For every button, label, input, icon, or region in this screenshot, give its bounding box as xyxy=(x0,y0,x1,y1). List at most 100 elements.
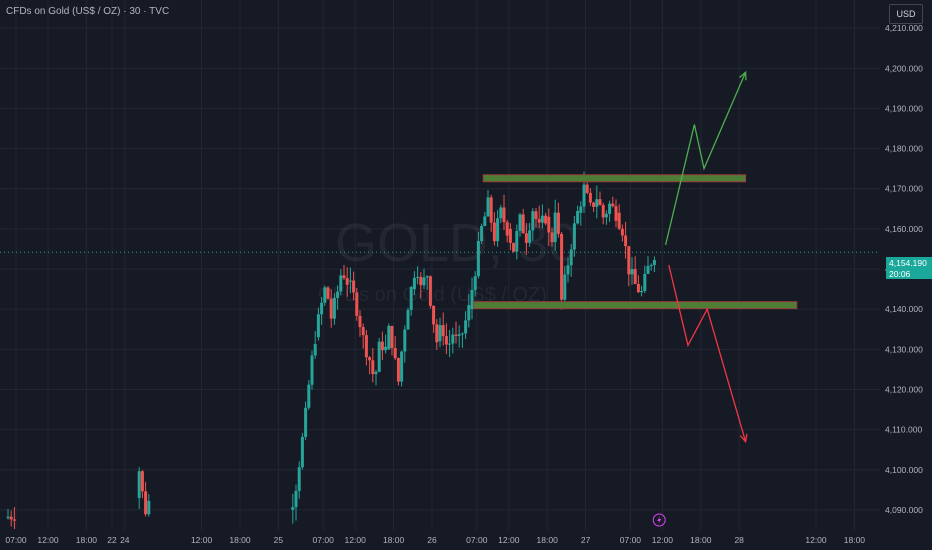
last-price-tag: 4,154.190 20:06 xyxy=(886,257,932,279)
candle-body xyxy=(396,358,400,382)
time-tick-label: 27 xyxy=(581,535,591,545)
candle-body xyxy=(384,346,388,351)
candle-body xyxy=(380,341,384,351)
candle-body xyxy=(364,335,368,358)
candle-body xyxy=(12,519,16,521)
candle-body xyxy=(582,184,586,207)
candle-body xyxy=(428,276,432,306)
candle-body xyxy=(492,222,496,242)
candle-body xyxy=(294,490,298,508)
candle-body xyxy=(300,436,304,468)
candle-body xyxy=(400,351,404,382)
candle-body xyxy=(550,232,554,243)
time-tick-label: 12:00 xyxy=(37,535,59,545)
candlestick-series xyxy=(6,171,656,529)
candle-body xyxy=(467,305,471,321)
price-tick-label: 4,210.000 xyxy=(885,23,923,33)
candle-body xyxy=(528,230,532,243)
candle-body xyxy=(515,231,519,252)
candle-body xyxy=(358,315,362,328)
candle-body xyxy=(531,211,535,231)
candle-body xyxy=(473,276,477,290)
candle-body xyxy=(598,199,602,205)
candle-body xyxy=(611,203,615,207)
candle-body xyxy=(419,276,423,286)
price-tick-label: 4,160.000 xyxy=(885,224,923,234)
candle-body xyxy=(320,302,324,315)
bar-countdown: 20:06 xyxy=(889,268,911,279)
candle-body xyxy=(534,211,538,219)
candle-body xyxy=(297,467,301,491)
candle-body xyxy=(387,325,391,350)
time-tick-label: 22 xyxy=(107,535,117,545)
candle-body xyxy=(448,343,452,345)
candle-body xyxy=(592,202,596,207)
price-tick-label: 4,130.000 xyxy=(885,344,923,354)
price-tick-label: 4,200.000 xyxy=(885,63,923,73)
price-tick-label: 4,110.000 xyxy=(885,425,922,435)
candle-body xyxy=(6,516,10,518)
price-tick-label: 4,190.000 xyxy=(885,103,923,113)
candle-body xyxy=(291,507,295,510)
currency-button[interactable]: USD xyxy=(889,4,923,24)
time-tick-label: 07:00 xyxy=(466,535,488,545)
candle-body xyxy=(406,309,410,330)
candle-body xyxy=(438,325,442,342)
time-tick-label: 28 xyxy=(734,535,744,545)
candle-body xyxy=(144,491,148,515)
event-lightning-icon xyxy=(652,513,666,527)
candle-body xyxy=(304,407,308,437)
candle-body xyxy=(502,207,506,223)
candle-body xyxy=(464,320,468,334)
price-tick-label: 4,140.000 xyxy=(885,304,923,314)
candle-body xyxy=(512,242,516,252)
time-tick-label: 12:00 xyxy=(498,535,520,545)
chart-title[interactable]: CFDs on Gold (US$ / OZ) · 30 · TVC xyxy=(6,6,170,17)
time-tick-label: 24 xyxy=(120,535,130,545)
candle-body xyxy=(518,214,522,232)
candle-body xyxy=(361,327,365,336)
time-tick-label: 18:00 xyxy=(383,535,405,545)
candle-body xyxy=(137,471,141,498)
support-zone xyxy=(473,301,798,310)
candle-body xyxy=(316,314,320,338)
candle-body xyxy=(544,215,548,224)
candle-body xyxy=(640,291,644,293)
candle-body xyxy=(499,207,503,219)
candle-body xyxy=(371,360,375,375)
time-tick-label: 12:00 xyxy=(191,535,213,545)
candle-body xyxy=(470,289,474,310)
candle-body xyxy=(646,266,650,274)
candle-body xyxy=(505,222,509,236)
price-tick-label: 4,170.000 xyxy=(885,184,923,194)
candle-body xyxy=(409,287,413,310)
candle-body xyxy=(553,212,557,243)
candle-body xyxy=(425,276,429,278)
candle-body xyxy=(508,228,512,243)
watermark-name: CFDs on Gold (US$ / OZ) xyxy=(318,284,547,306)
watermark-symbol: GOLD, 30 xyxy=(335,213,579,273)
candle-body xyxy=(496,218,500,242)
bullish-arrowhead xyxy=(739,70,747,81)
candle-body xyxy=(489,197,493,223)
projection-arrows xyxy=(652,70,748,527)
candle-body xyxy=(620,228,624,236)
candle-body xyxy=(323,287,327,303)
candle-body xyxy=(560,233,564,300)
candle-body xyxy=(537,218,541,223)
candle-body xyxy=(624,235,628,247)
candle-body xyxy=(345,278,349,285)
candle-body xyxy=(348,280,352,282)
candle-body xyxy=(649,265,653,267)
candle-body xyxy=(630,269,634,275)
candle-body xyxy=(572,223,576,250)
candle-body xyxy=(547,216,551,233)
time-tick-label: 26 xyxy=(427,535,437,545)
candle-body xyxy=(576,211,580,224)
candle-body xyxy=(435,324,439,343)
candle-body xyxy=(342,275,346,279)
time-tick-label: 12:00 xyxy=(805,535,827,545)
bearish-projection xyxy=(668,264,747,442)
candle-body xyxy=(403,329,407,352)
